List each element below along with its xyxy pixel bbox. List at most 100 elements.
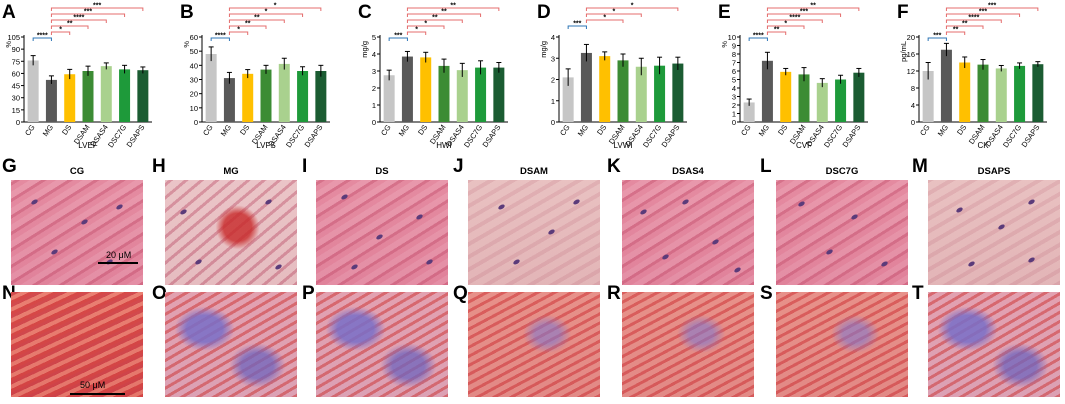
lvfs-category-label: MG — [219, 123, 233, 138]
hwi-bar-dsas4 — [456, 70, 468, 122]
panel-letter-e: E — [718, 2, 731, 23]
cvf-category-label: DSAPS — [841, 123, 863, 149]
hwi-y-tick-label: 2 — [372, 84, 376, 93]
cvf-significance-bracket — [766, 7, 860, 11]
lvfs-y-unit-label: % — [182, 41, 191, 48]
ck-significance-bracket — [945, 13, 1021, 17]
lvef-category-label: DS — [60, 123, 73, 137]
ck-significance-label: *** — [988, 3, 996, 10]
lvwi-y-tick-label: 1 — [551, 97, 555, 106]
hwi-y-unit-label: mg/g — [360, 41, 369, 58]
lvwi-significance-label: * — [603, 15, 606, 22]
hwi-y-tick-label: 0 — [372, 118, 376, 127]
scale-bar-he: 20 μM — [98, 250, 138, 264]
masson-stain-image-dsas4 — [622, 292, 754, 397]
ck-y-tick-label: 4 — [911, 101, 915, 110]
he-label-dsas4: DSAS4 — [672, 166, 704, 177]
lvef-significance-label: **** — [73, 15, 84, 22]
lvef-category-label: DSC7G — [106, 123, 128, 149]
hwi-significance-label: * — [415, 27, 418, 34]
cvf-x-title: CVF — [796, 141, 812, 150]
lvwi-bar-cg — [562, 77, 574, 122]
ck-y-tick-label: 0 — [911, 118, 915, 127]
lvfs-significance-label: ** — [254, 15, 260, 22]
ck-significance-label: ** — [953, 27, 959, 34]
lvwi-y-unit-label: mg/g — [539, 41, 548, 58]
he-stain-image-ds — [316, 180, 448, 285]
lvwi-category-label: CG — [558, 123, 572, 138]
panel-letter-m: M — [912, 156, 928, 177]
lvwi-significance-label: * — [631, 3, 634, 10]
lvfs-y-tick-label: 40 — [190, 61, 198, 70]
cvf-category-label: DSC7G — [822, 123, 844, 149]
cvf-category-label: DS — [776, 123, 789, 137]
panel-letter-k: K — [607, 156, 621, 177]
hwi-significance-bracket — [406, 19, 463, 23]
cvf-significance-bracket — [766, 31, 787, 35]
lvef-significance-label: * — [59, 27, 62, 34]
ck-significance-bracket — [945, 7, 1039, 11]
hwi-significance-label: ** — [450, 3, 456, 10]
hwi-significance-label: ** — [441, 9, 447, 16]
hwi-bar-mg — [401, 56, 413, 122]
cvf-y-tick-label: 10 — [728, 33, 736, 42]
lvfs-y-tick-label: 10 — [190, 104, 198, 113]
cvf-bar-dsas4 — [816, 82, 828, 122]
lvfs-y-tick-label: 20 — [190, 90, 198, 99]
cvf-y-tick-label: 7 — [732, 59, 736, 68]
lvef-significance-bracket — [50, 31, 71, 35]
lvfs-bar-dsam — [260, 69, 272, 122]
lvef-bar-dsas4 — [100, 66, 112, 122]
hwi-significance-label: * — [424, 21, 427, 28]
hwi-bar-dsaps — [493, 67, 505, 122]
hwi-y-tick-label: 5 — [372, 33, 376, 42]
hwi-category-label: DSAPS — [481, 123, 503, 149]
lvfs-significance-bracket — [228, 19, 285, 23]
cvf-significance-label: * — [784, 21, 787, 28]
cvf-significance-bracket — [766, 19, 823, 23]
cvf-bar-dsc7g — [835, 79, 847, 122]
lvef-significance-bracket — [32, 37, 52, 41]
hwi-category-label: CG — [379, 123, 393, 138]
scale-bar-he-label: 20 μM — [106, 250, 132, 260]
hwi-y-tick-label: 3 — [372, 67, 376, 76]
cvf-y-tick-label: 8 — [732, 50, 736, 59]
he-stain-image-cg — [11, 180, 143, 285]
hwi-category-label: DSC7G — [462, 123, 484, 149]
scale-bar-masson-label: 50 μM — [80, 380, 106, 390]
masson-stain-image-dsc7g — [776, 292, 908, 397]
lvef-y-tick-label: 45 — [12, 82, 20, 91]
he-label-dsaps: DSAPS — [977, 166, 1011, 177]
lvef-y-tick-label: 105 — [7, 33, 20, 42]
lvwi-category-label: DS — [595, 123, 608, 137]
cvf-y-tick-label: 6 — [732, 67, 736, 76]
lvfs-bar-dsaps — [315, 71, 327, 122]
lvef-bar-dsc7g — [119, 69, 131, 122]
lvef-significance-label: *** — [84, 9, 92, 16]
lvwi-bar-dsas4 — [635, 66, 647, 122]
lvef-bar-dsaps — [137, 70, 149, 122]
lvfs-significance-label: * — [237, 27, 240, 34]
lvef-category-label: MG — [41, 123, 55, 138]
scale-bar-masson-line — [70, 393, 125, 395]
hwi-category-label: MG — [397, 123, 411, 138]
ck-category-label: DS — [955, 123, 968, 137]
lvfs-significance-label: * — [265, 9, 268, 16]
cvf-y-unit-label: % — [720, 41, 729, 48]
lvef-bar-cg — [27, 60, 39, 122]
ck-category-label: DSAPS — [1020, 123, 1042, 149]
panel-letter-b: B — [180, 2, 194, 23]
panel-letter-l: L — [760, 156, 772, 177]
lvef-y-tick-label: 15 — [12, 106, 20, 115]
lvfs-y-tick-label: 60 — [190, 33, 198, 42]
scale-bar-masson: 50 μM — [70, 380, 125, 395]
masson-stain-image-ds — [316, 292, 448, 397]
he-stain-image-dsam — [468, 180, 600, 285]
lvfs-significance-bracket — [228, 7, 322, 11]
cvf-y-tick-label: 9 — [732, 42, 736, 51]
lvwi-category-label: DSAPS — [660, 123, 682, 149]
lvfs-y-tick-label: 30 — [190, 76, 198, 85]
panel-letter-d: D — [537, 2, 551, 23]
lvef-category-label: DSAPS — [125, 123, 147, 149]
